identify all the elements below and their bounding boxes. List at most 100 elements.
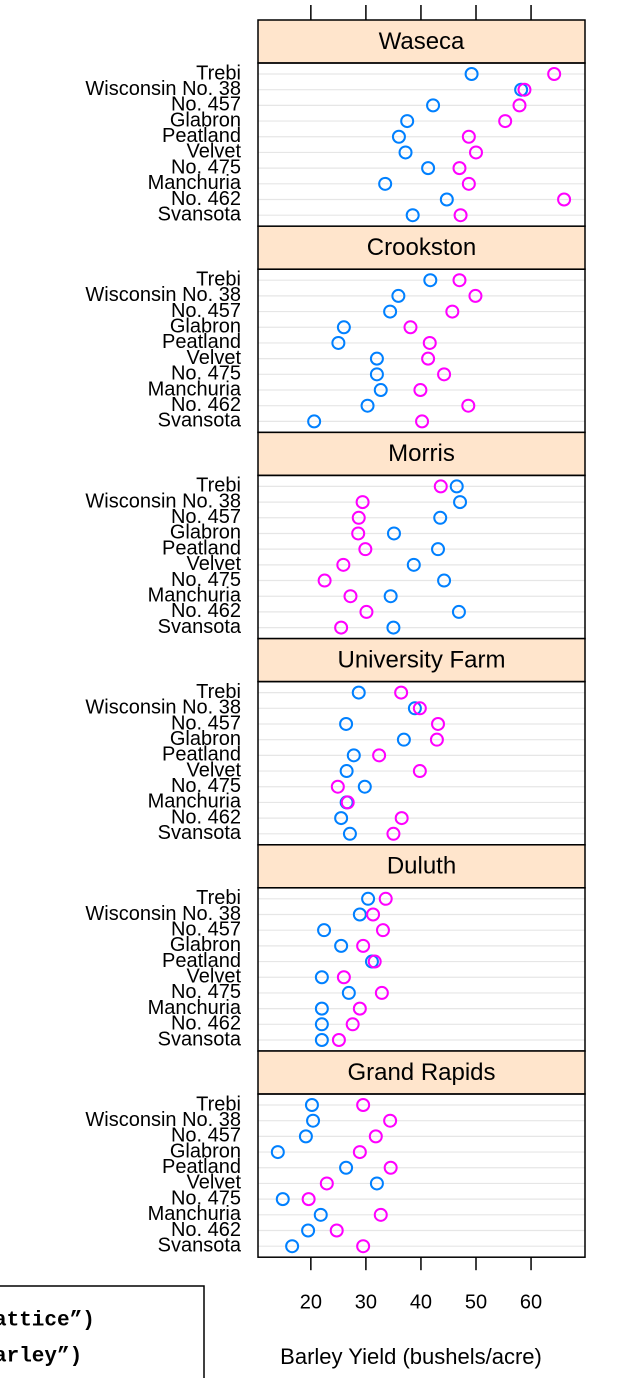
y-tick-label: Trebi <box>196 681 241 703</box>
dot <box>375 923 390 938</box>
dot <box>383 1113 398 1128</box>
y-tick-label: Svansota <box>158 203 242 225</box>
y-tick-label: Trebi <box>196 268 241 290</box>
dot <box>306 1113 321 1128</box>
y-tick-label: No. 462 <box>171 600 241 622</box>
dot <box>319 1176 334 1191</box>
dot <box>431 716 446 731</box>
dot <box>352 1145 367 1160</box>
y-tick-label: No. 462 <box>171 1219 241 1241</box>
dot <box>394 811 409 826</box>
x-tick-label: 30 <box>355 1291 377 1313</box>
panel-frame <box>257 268 586 434</box>
dot <box>461 398 476 413</box>
y-tick-label: Svansota <box>158 1028 242 1050</box>
y-tick-label: No. 475 <box>171 775 241 797</box>
dot <box>433 479 448 494</box>
dot <box>330 779 345 794</box>
dot <box>439 192 454 207</box>
dot <box>369 351 384 366</box>
y-tick-label: No. 457 <box>171 1125 241 1147</box>
dot <box>461 129 476 144</box>
dot <box>498 114 513 129</box>
dot <box>285 1239 300 1254</box>
y-tick-label: Peatland <box>162 537 241 559</box>
dot <box>391 288 406 303</box>
dot <box>412 701 427 716</box>
dot <box>270 1145 285 1160</box>
dot <box>451 604 466 619</box>
dot <box>403 320 418 335</box>
dot <box>341 985 356 1000</box>
dot <box>369 367 384 382</box>
dot <box>386 826 401 841</box>
dot <box>429 732 444 747</box>
y-tick-label: Peatland <box>162 950 241 972</box>
dot <box>317 923 332 938</box>
dot <box>340 795 355 810</box>
x-tick-label: 40 <box>410 1291 432 1313</box>
dot <box>461 176 476 191</box>
y-tick-label: Glabron <box>170 728 241 750</box>
dot <box>275 1192 290 1207</box>
dot <box>407 701 422 716</box>
dot <box>368 1129 383 1144</box>
dot <box>343 589 358 604</box>
y-tick-label: Peatland <box>162 331 241 353</box>
y-tick-label: Glabron <box>170 316 241 338</box>
y-tick-label: Trebi <box>196 887 241 909</box>
dot <box>547 67 562 81</box>
y-tick-label: No. 475 <box>171 1187 241 1209</box>
y-tick-label: Manchuria <box>148 791 242 813</box>
y-tick-label: No. 475 <box>171 363 241 385</box>
dot <box>342 826 357 841</box>
dot <box>366 907 381 922</box>
y-tick-label: Wisconsin No. 38 <box>85 490 241 512</box>
dot <box>314 1033 329 1047</box>
y-tick-label: Manchuria <box>148 997 242 1019</box>
y-tick-label: No. 457 <box>171 506 241 528</box>
dot <box>351 526 366 541</box>
dot <box>336 970 351 985</box>
y-tick-label: No. 475 <box>171 569 241 591</box>
dot <box>378 176 393 191</box>
dot <box>358 542 373 557</box>
y-tick-label: Manchuria <box>148 378 242 400</box>
dot <box>452 273 467 288</box>
y-tick-label: Glabron <box>170 934 241 956</box>
code-line: arley”) <box>0 1346 82 1369</box>
dot <box>453 495 468 510</box>
strip <box>257 225 586 270</box>
y-tick-label: Trebi <box>196 1093 241 1115</box>
dot <box>426 98 441 113</box>
dot <box>383 304 398 319</box>
dot <box>374 985 389 1000</box>
dot <box>386 526 401 541</box>
dot <box>557 192 572 207</box>
y-tick-label: Manchuria <box>148 1203 242 1225</box>
y-tick-label: Trebi <box>196 475 241 497</box>
dot <box>336 557 351 572</box>
dot <box>517 82 532 97</box>
dot <box>422 335 437 350</box>
dot <box>423 273 438 288</box>
dot <box>469 145 483 160</box>
dot <box>400 114 415 129</box>
dot <box>352 1001 367 1016</box>
dot <box>383 589 398 604</box>
y-tick-label: Velvet <box>187 141 242 163</box>
y-tick-label: Manchuria <box>148 585 242 607</box>
y-tick-label: Glabron <box>170 522 241 544</box>
dot <box>357 779 372 794</box>
dot <box>421 351 436 366</box>
dot <box>355 495 370 510</box>
panel-frame <box>257 62 586 227</box>
dot <box>339 716 354 731</box>
dot <box>413 383 428 398</box>
dot <box>352 907 367 922</box>
dot <box>334 938 349 953</box>
y-tick-label: Velvet <box>187 759 242 781</box>
dot <box>334 620 349 635</box>
x-tick-label: 60 <box>520 1291 542 1313</box>
panel-title: Duluth <box>387 853 456 880</box>
